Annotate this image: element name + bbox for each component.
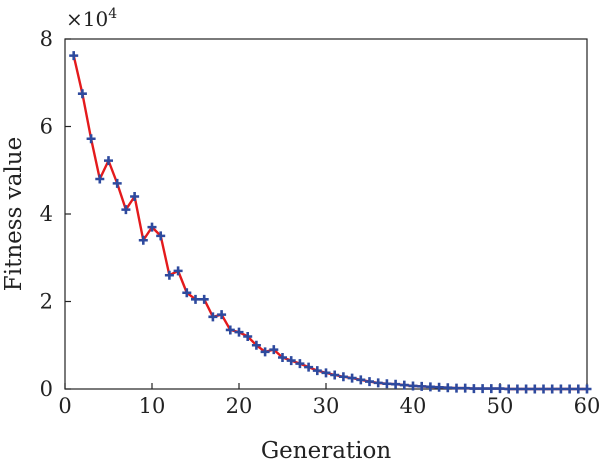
plot-area-frame	[64, 38, 588, 390]
data-point-marker	[234, 327, 244, 337]
data-point-marker	[582, 384, 592, 394]
data-point-marker	[512, 384, 522, 394]
data-point-marker	[521, 384, 531, 394]
y-tick-label: 0	[40, 377, 53, 401]
x-axis-title: Generation	[261, 438, 392, 464]
data-point-marker	[173, 266, 183, 276]
data-point-marker	[530, 384, 540, 394]
data-point-marker	[338, 372, 348, 382]
fitness-series-line	[72, 55, 587, 391]
y-multiplier-exponent: 4	[108, 6, 117, 22]
data-point-marker	[112, 178, 122, 188]
data-point-marker	[164, 270, 174, 280]
data-point-marker	[382, 379, 392, 389]
data-point-marker	[391, 379, 401, 389]
data-point-marker	[443, 383, 453, 393]
y-tick-label: 2	[40, 290, 53, 314]
data-point-marker	[495, 384, 505, 394]
fitness-series-markers	[69, 51, 592, 394]
y-multiplier-label: ×104	[66, 6, 117, 31]
data-point-marker	[565, 384, 575, 394]
x-tick-label: 50	[487, 394, 514, 418]
x-tick-label: 60	[574, 394, 600, 418]
data-point-marker	[260, 347, 270, 357]
data-point-marker	[278, 353, 287, 362]
data-point-marker	[199, 294, 209, 304]
y-multiplier-base: ×10	[66, 7, 108, 31]
data-point-marker	[434, 382, 444, 392]
data-point-marker	[321, 368, 331, 378]
data-point-marker	[486, 384, 496, 394]
data-point-marker	[208, 312, 218, 322]
data-point-marker	[86, 134, 96, 144]
data-point-marker	[573, 384, 583, 394]
data-point-marker	[251, 340, 261, 350]
data-point-marker	[286, 356, 296, 366]
data-point-marker	[356, 375, 366, 385]
data-point-marker	[399, 380, 409, 390]
data-point-marker	[408, 381, 418, 391]
data-point-marker	[217, 310, 227, 320]
data-point-marker	[225, 325, 235, 335]
data-point-marker	[147, 222, 157, 232]
data-point-marker	[69, 51, 79, 61]
data-point-marker	[138, 235, 148, 245]
x-tick-label: 0	[58, 394, 71, 418]
data-point-marker	[130, 192, 140, 201]
data-point-marker	[539, 384, 548, 394]
y-axis-ticks: 0 2 4 6 8	[40, 27, 71, 401]
data-point-marker	[243, 332, 253, 341]
x-tick-label: 10	[139, 394, 166, 418]
data-point-marker	[295, 359, 305, 369]
y-tick-label: 6	[40, 115, 53, 139]
data-point-marker	[556, 384, 566, 394]
y-axis-title: Fitness value	[1, 137, 27, 291]
data-point-marker	[269, 345, 279, 355]
y-tick-label: 8	[40, 27, 53, 51]
x-tick-label: 20	[226, 394, 253, 418]
data-point-marker	[452, 383, 461, 393]
data-point-marker	[121, 205, 131, 215]
data-point-marker	[95, 174, 105, 184]
data-point-marker	[417, 381, 427, 391]
data-point-marker	[478, 384, 488, 394]
y-tick-label: 4	[40, 202, 53, 226]
data-point-marker	[365, 377, 374, 387]
data-point-marker	[504, 384, 514, 394]
data-point-marker	[77, 89, 87, 99]
data-point-marker	[347, 373, 357, 383]
data-point-marker	[156, 231, 166, 241]
data-point-marker	[304, 362, 314, 372]
data-point-marker	[373, 378, 383, 388]
data-point-marker	[182, 288, 192, 298]
data-point-marker	[191, 294, 200, 304]
data-point-marker	[460, 383, 470, 393]
data-point-marker	[425, 382, 435, 392]
data-point-marker	[312, 366, 322, 376]
data-point-marker	[547, 384, 557, 394]
data-point-marker	[104, 156, 113, 166]
data-point-marker	[330, 370, 340, 380]
x-tick-label: 30	[313, 394, 340, 418]
x-tick-label: 40	[400, 394, 427, 418]
data-point-marker	[469, 384, 479, 394]
